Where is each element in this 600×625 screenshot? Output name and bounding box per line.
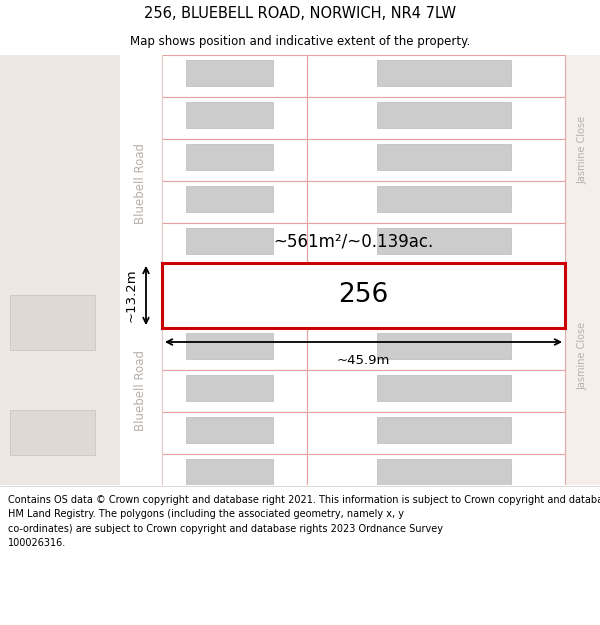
Bar <box>307 496 565 538</box>
Bar <box>307 454 565 496</box>
Bar <box>186 102 273 128</box>
Bar <box>307 97 565 139</box>
Text: Jasmine Close: Jasmine Close <box>577 322 587 390</box>
Bar <box>377 228 511 254</box>
Bar <box>186 459 273 485</box>
Bar <box>377 333 511 359</box>
Bar <box>162 328 307 370</box>
Bar <box>120 55 162 485</box>
Bar <box>186 501 273 527</box>
Bar <box>377 459 511 485</box>
Bar <box>377 375 511 401</box>
Bar <box>186 375 273 401</box>
Bar <box>10 295 95 350</box>
Bar <box>162 454 307 496</box>
Text: Bluebell Road: Bluebell Road <box>134 350 148 431</box>
Text: ~561m²/~0.139ac.: ~561m²/~0.139ac. <box>274 233 434 251</box>
Bar <box>307 223 565 265</box>
Bar <box>162 223 307 265</box>
Bar <box>162 55 307 97</box>
Bar <box>565 55 600 485</box>
Bar <box>307 412 565 454</box>
Bar <box>307 181 565 223</box>
Bar <box>186 417 273 443</box>
Bar <box>186 228 273 254</box>
Bar <box>162 181 307 223</box>
Bar <box>377 60 511 86</box>
Text: ~45.9m: ~45.9m <box>337 354 390 367</box>
Bar <box>377 186 511 212</box>
Bar <box>307 55 565 97</box>
Bar <box>377 144 511 170</box>
Text: 256: 256 <box>338 282 389 309</box>
Text: Contains OS data © Crown copyright and database right 2021. This information is : Contains OS data © Crown copyright and d… <box>8 495 600 548</box>
Bar <box>162 139 307 181</box>
Bar <box>186 186 273 212</box>
Bar <box>186 333 273 359</box>
Bar <box>186 144 273 170</box>
Text: 256, BLUEBELL ROAD, NORWICH, NR4 7LW: 256, BLUEBELL ROAD, NORWICH, NR4 7LW <box>144 6 456 21</box>
Bar <box>162 263 565 328</box>
Bar <box>0 55 120 485</box>
Text: Bluebell Road: Bluebell Road <box>134 144 148 224</box>
Bar <box>307 370 565 412</box>
Bar <box>162 496 307 538</box>
Text: Map shows position and indicative extent of the property.: Map shows position and indicative extent… <box>130 35 470 48</box>
Bar <box>377 417 511 443</box>
Bar <box>307 139 565 181</box>
Bar <box>377 501 511 527</box>
Bar <box>162 370 307 412</box>
Bar <box>162 412 307 454</box>
Bar <box>10 410 95 455</box>
Bar <box>377 102 511 128</box>
Text: ~13.2m: ~13.2m <box>125 269 138 322</box>
Bar <box>307 328 565 370</box>
Bar <box>186 60 273 86</box>
Bar <box>162 97 307 139</box>
Text: Jasmine Close: Jasmine Close <box>577 116 587 184</box>
